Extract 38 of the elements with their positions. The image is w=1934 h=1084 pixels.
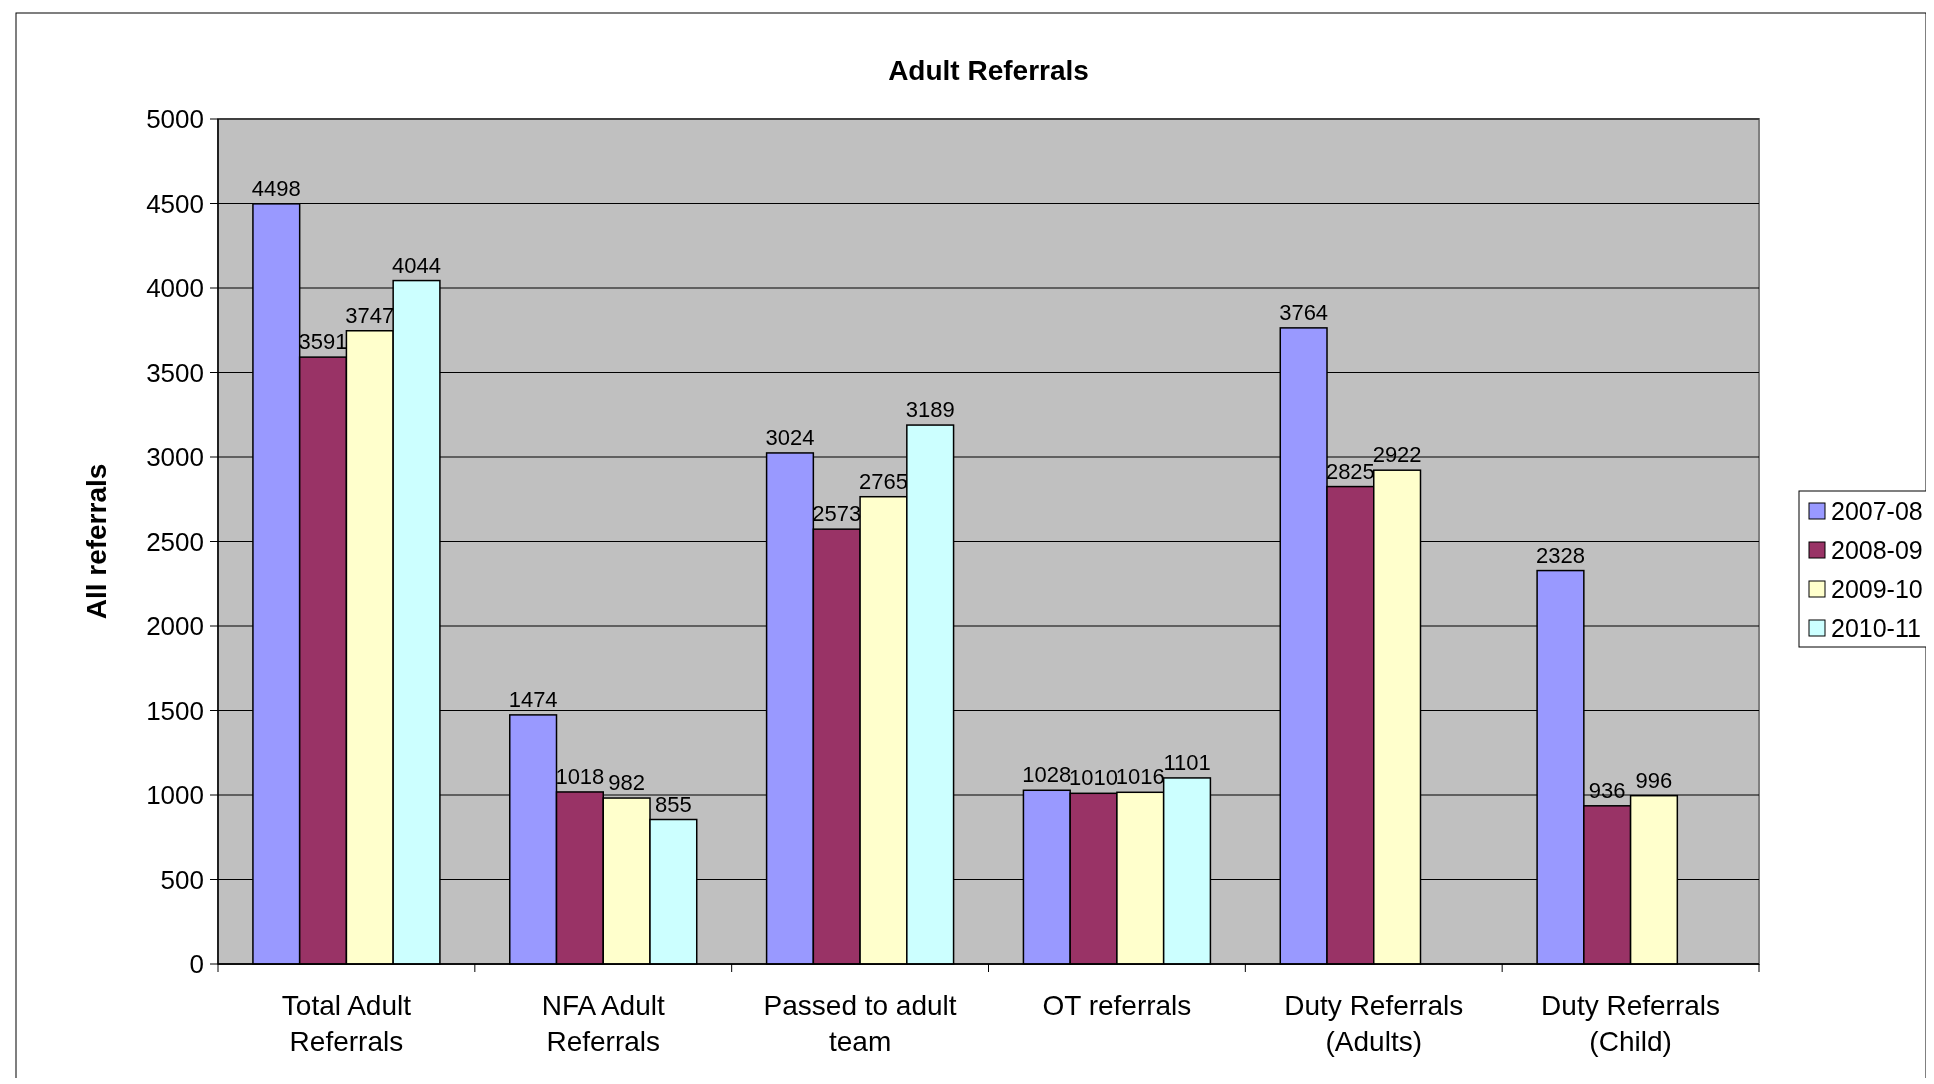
y-tick-label: 4500 [146,188,204,219]
legend-label: 2007-08 [1831,496,1923,525]
legend-label: 2008-09 [1831,535,1923,564]
legend-label: 2009-10 [1831,574,1923,603]
data-label: 1018 [555,763,605,789]
data-label: 855 [655,791,692,817]
data-label: 3189 [905,397,955,423]
x-tick-label: Passed to adult team [763,990,957,1057]
chart-title: Adult Referrals [888,55,1089,86]
x-tick-label: OT referrals [1042,990,1192,1021]
y-axis-title: All referrals [81,463,112,620]
data-label: 3591 [298,329,348,355]
data-label: 3764 [1279,299,1329,325]
data-label: 1474 [508,686,558,712]
data-label: 2328 [1535,542,1585,568]
data-label: 3024 [765,424,815,450]
legend-label: 2010-11 [1831,613,1921,642]
y-tick-label: 1000 [146,780,204,811]
x-tick-label: Duty Referrals (Child) [1541,990,1721,1057]
y-tick-label: 4000 [146,273,204,304]
x-tick-label: Total Adult Referrals [281,990,412,1057]
data-label: 4498 [251,175,301,201]
data-label: 4044 [392,252,442,278]
y-tick-label: 2500 [146,526,204,557]
data-label: 982 [608,770,645,796]
data-label: 936 [1588,777,1626,803]
y-tick-label: 3500 [146,357,204,388]
y-tick-label: 500 [160,864,204,895]
y-tick-label: 2000 [146,611,204,642]
y-tick-label: 0 [189,949,204,980]
y-tick-label: 5000 [146,104,204,135]
data-label: 996 [1635,767,1673,793]
data-label: 1101 [1163,749,1211,775]
x-tick-label: Duty Referrals (Adults) [1284,990,1464,1057]
y-tick-label: 3000 [146,442,204,473]
data-label: 2922 [1372,442,1422,468]
x-tick-label: NFA Adult Referrals [541,990,665,1057]
y-tick-label: 1500 [146,695,204,726]
